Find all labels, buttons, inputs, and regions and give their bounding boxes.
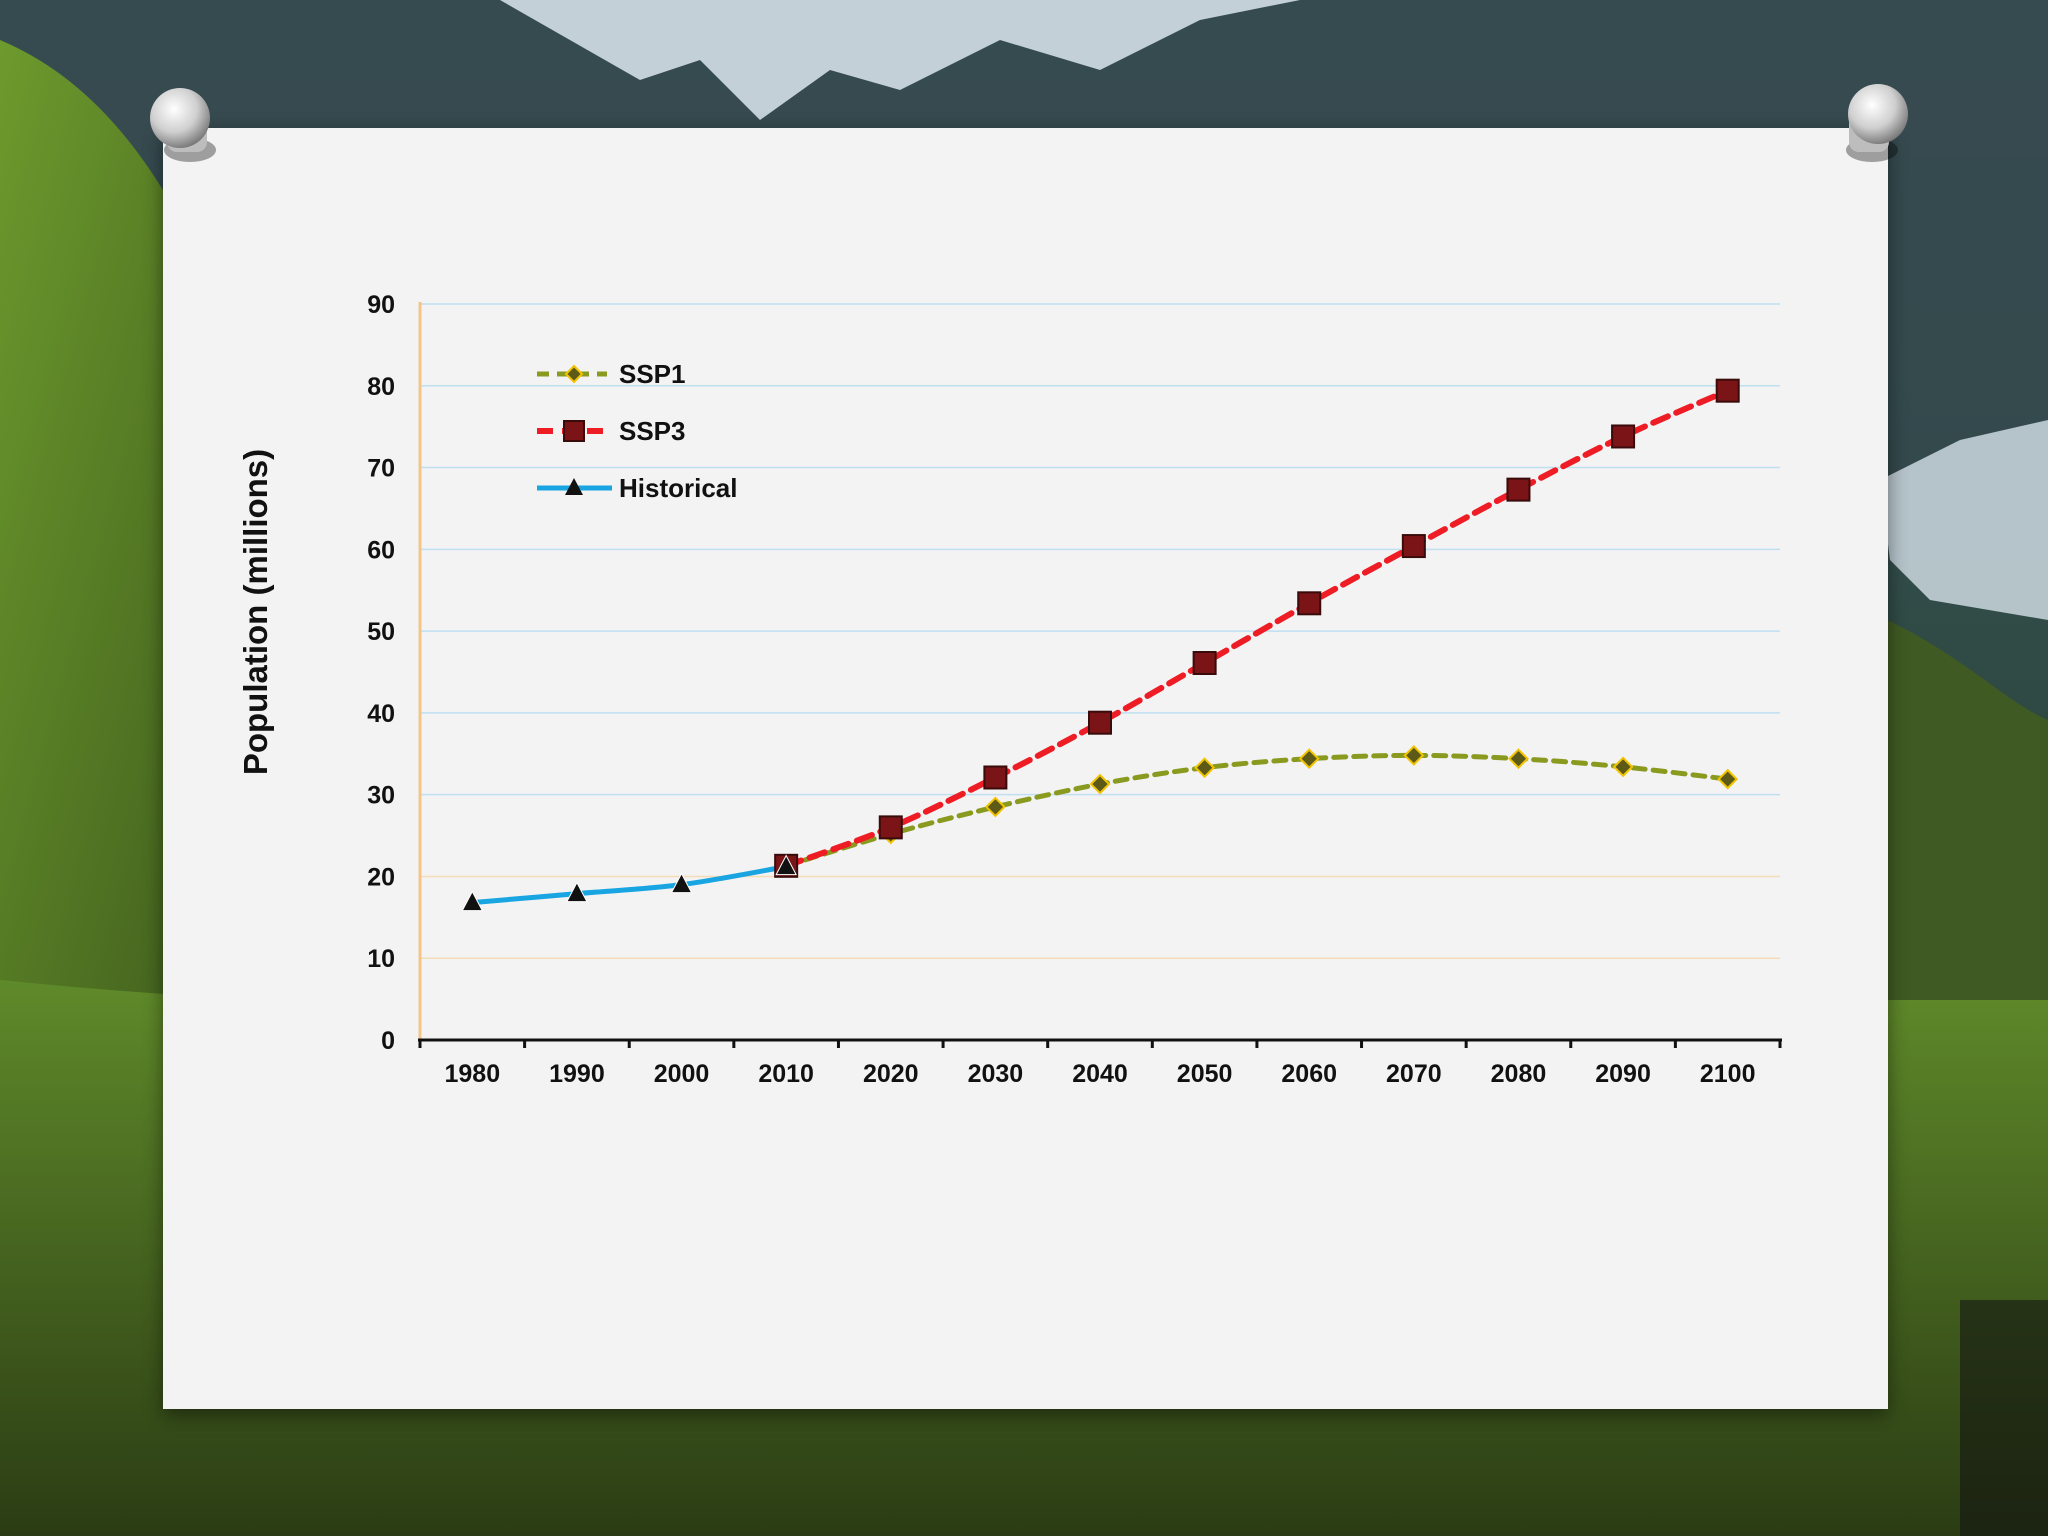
data-point-historical-2000 — [670, 872, 693, 894]
y-tick-label-0: 0 — [381, 1027, 395, 1055]
data-point-historical-1990 — [566, 881, 588, 903]
x-tick-label-2040: 2040 — [1072, 1060, 1128, 1088]
data-point-ssp1-2090 — [1612, 756, 1634, 778]
x-tick-label-2030: 2030 — [968, 1060, 1024, 1088]
legend-item-ssp3: SSP3 — [537, 416, 686, 446]
data-point-ssp1-2050 — [1194, 757, 1216, 779]
data-point-ssp3-2020 — [878, 815, 903, 840]
x-tick-label-2060: 2060 — [1281, 1060, 1337, 1088]
legend: SSP1 SSP3 Historical — [537, 359, 738, 503]
pushpin-left-icon — [150, 88, 216, 162]
y-axis-title: Population (millions) — [237, 449, 274, 775]
y-tick-label-20: 20 — [367, 863, 395, 891]
x-tick-label-1980: 1980 — [444, 1060, 500, 1088]
y-tick-label-10: 10 — [367, 945, 395, 973]
y-tick-label-70: 70 — [367, 455, 395, 483]
x-tick-label-2010: 2010 — [758, 1060, 814, 1088]
data-point-ssp3-2100 — [1715, 378, 1740, 403]
legend-label-historical: Historical — [619, 473, 738, 503]
data-point-ssp3-2090 — [1611, 424, 1636, 449]
legend-diamond-marker — [564, 364, 584, 384]
legend-item-ssp1: SSP1 — [537, 359, 686, 389]
data-point-ssp3-2030 — [983, 765, 1008, 790]
gridlines — [420, 303, 1780, 959]
y-tick-label-50: 50 — [367, 618, 395, 646]
data-point-ssp3-2050 — [1192, 651, 1217, 676]
data-point-ssp1-2100 — [1717, 768, 1739, 790]
x-tick-label-1990: 1990 — [549, 1060, 605, 1088]
x-tick-label-2090: 2090 — [1595, 1060, 1651, 1088]
data-point-ssp3-2080 — [1506, 477, 1531, 502]
slide-card — [163, 128, 1888, 1409]
x-tick-label-2050: 2050 — [1177, 1060, 1233, 1088]
y-tick-label-80: 80 — [367, 373, 395, 401]
data-point-ssp1-2030 — [984, 796, 1006, 818]
x-tick-label-2080: 2080 — [1491, 1060, 1547, 1088]
data-point-ssp1-2070 — [1403, 744, 1425, 766]
y-tick-label-90: 90 — [367, 291, 395, 319]
x-tick-label-2070: 2070 — [1386, 1060, 1442, 1088]
data-point-ssp1-2040 — [1089, 773, 1111, 795]
legend-label-ssp1: SSP1 — [619, 359, 686, 389]
legend-triangle-marker — [565, 478, 583, 495]
data-point-ssp3-2070 — [1401, 534, 1426, 559]
x-tick-label-2020: 2020 — [863, 1060, 919, 1088]
data-point-ssp3-2060 — [1297, 591, 1322, 616]
x-tick-label-2000: 2000 — [654, 1060, 710, 1088]
axes — [418, 302, 1782, 1048]
data-point-ssp1-2060 — [1298, 748, 1320, 770]
pushpin-right-icon — [1846, 84, 1908, 162]
x-tick-label-2100: 2100 — [1700, 1060, 1756, 1088]
data-point-ssp3-2040 — [1088, 710, 1112, 735]
series-line-ssp3 — [783, 387, 1731, 869]
data-point-historical-1980 — [461, 890, 484, 912]
series-line-historical — [469, 864, 789, 906]
y-tick-label-60: 60 — [367, 536, 395, 564]
legend-label-ssp3: SSP3 — [619, 416, 686, 446]
data-point-historical-2010 — [775, 854, 797, 876]
series-line-ssp1 — [783, 752, 1731, 869]
legend-item-historical: Historical — [537, 473, 738, 503]
legend-square-marker — [563, 420, 585, 442]
y-tick-label-40: 40 — [367, 700, 395, 728]
x-axis-tick-labels: 1980 1990 2000 2010 2020 2030 2040 2050 2060 2070… — [444, 1060, 1755, 1088]
y-tick-label-30: 30 — [367, 782, 395, 810]
data-point-ssp1-2080 — [1508, 748, 1529, 770]
series-layer — [461, 378, 1740, 912]
y-axis-tick-labels: 0 10 20 30 40 50 60 70 80 90 — [367, 291, 395, 1055]
